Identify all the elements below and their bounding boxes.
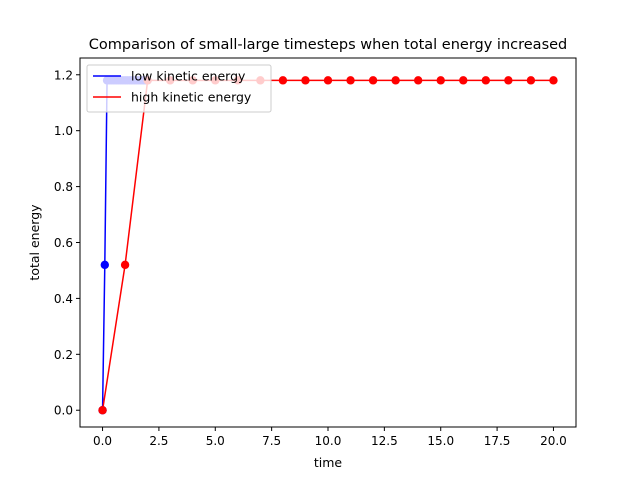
y-axis-label: total energy: [27, 204, 42, 281]
data-point-high-kinetic-energy: [346, 76, 355, 85]
y-tick-label: 0.4: [54, 292, 73, 306]
data-point-high-kinetic-energy: [391, 76, 400, 85]
y-tick-label: 0.8: [54, 180, 73, 194]
data-point-high-kinetic-energy: [98, 406, 107, 415]
legend-box: [86, 64, 272, 113]
legend-label-high-kinetic-energy: high kinetic energy: [131, 90, 252, 105]
x-tick-label: 5.0: [206, 434, 225, 448]
chart-title: Comparison of small-large timesteps when…: [89, 37, 568, 53]
data-point-high-kinetic-energy: [481, 76, 491, 85]
y-axis-ticks: 0.0 0.2 0.4 0.6 0.8 1.0 1.2: [54, 68, 80, 418]
y-tick-label: 0.0: [54, 404, 73, 418]
y-tick-label: 1.2: [54, 68, 73, 82]
data-point-high-kinetic-energy: [504, 76, 513, 85]
data-point-high-kinetic-energy: [278, 76, 288, 85]
data-point-high-kinetic-energy: [301, 76, 310, 85]
data-point-high-kinetic-energy: [436, 76, 445, 85]
x-tick-label: 2.5: [149, 434, 168, 448]
x-tick-label: 7.5: [262, 434, 281, 448]
y-tick-label: 1.0: [54, 124, 73, 138]
x-axis-ticks: 0.0 2.5 5.0 7.5 10.0 12.5 15.0 17.5 20.0: [93, 427, 567, 448]
data-point-high-kinetic-energy: [413, 76, 423, 85]
y-tick-label: 0.6: [54, 236, 73, 250]
x-tick-label: 20.0: [540, 434, 567, 448]
data-point-low-kinetic-energy: [100, 260, 110, 270]
x-tick-label: 10.0: [315, 434, 342, 448]
data-point-high-kinetic-energy: [323, 76, 333, 85]
data-point-high-kinetic-energy: [526, 76, 536, 85]
x-tick-label: 17.5: [484, 434, 511, 448]
data-point-high-kinetic-energy: [549, 76, 558, 85]
y-tick-label: 0.2: [54, 348, 73, 362]
legend-label-low-kinetic-energy: low kinetic energy: [131, 69, 246, 84]
plot-frame: [79, 57, 577, 428]
x-tick-label: 15.0: [427, 434, 454, 448]
x-tick-label: 0.0: [93, 434, 112, 448]
data-point-high-kinetic-energy: [368, 76, 378, 85]
data-point-high-kinetic-energy: [459, 76, 468, 85]
x-tick-label: 12.5: [371, 434, 398, 448]
x-axis-label: time: [314, 455, 343, 470]
data-point-high-kinetic-energy: [120, 260, 130, 270]
legend: low kinetic energy high kinetic energy: [86, 64, 272, 113]
